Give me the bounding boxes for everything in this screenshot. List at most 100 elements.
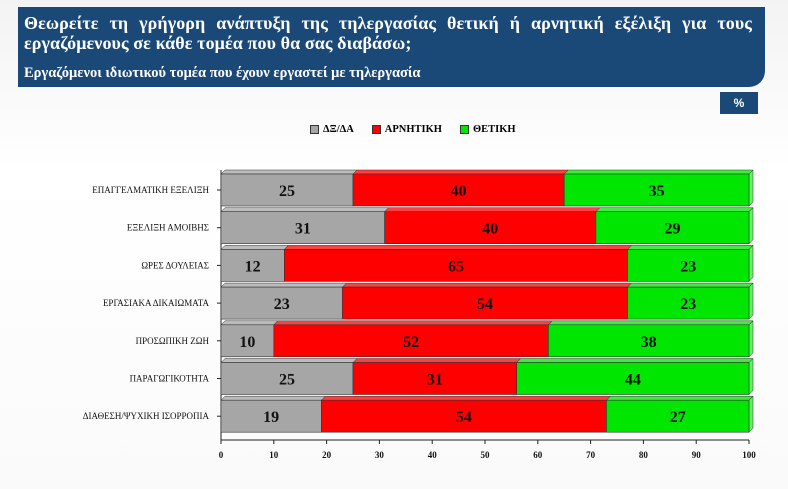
data-label: 25 [279, 183, 295, 200]
legend-item-0: ΔΞ/ΔΑ [310, 124, 354, 135]
bar-segment [516, 362, 750, 395]
bar-segment [384, 211, 597, 244]
legend-swatch [371, 124, 381, 134]
data-label: 31 [427, 372, 443, 389]
bar-top-face [220, 282, 348, 288]
bar-top-face [220, 320, 279, 326]
bar-segment [220, 286, 343, 320]
x-tick-label: 70 [586, 450, 596, 460]
category-label: ΩΡΕΣ ΔΟΥΛΕΙΑΣ [141, 260, 209, 270]
bar-segment [220, 324, 275, 358]
chart-legend: ΔΞ/ΔΑ ΑΡΝΗΤΙΚΗ ΘΕΤΙΚΗ [310, 122, 516, 136]
data-label: 23 [680, 258, 696, 275]
bar-side-face [748, 244, 754, 283]
data-label: 65 [448, 258, 464, 275]
bar-top-face [220, 395, 326, 401]
bar-segment [284, 249, 628, 282]
category-label: ΕΠΑΓΓΕΛΜΑΤΙΚΗ ΕΞΕΛΙΞΗ [92, 185, 209, 195]
unit-badge: % [720, 92, 758, 114]
data-label: 27 [670, 409, 686, 426]
legend-label: ΑΡΝΗΤΙΚΗ [384, 123, 442, 135]
bar-top-face [516, 358, 754, 363]
data-label: 38 [641, 334, 657, 351]
category-label: ΔΙΑΘΕΣΗ/ΨΥΧΙΚΗ ΙΣΟΡΡΟΠΙΑ [83, 411, 210, 421]
bar-segment [220, 362, 354, 395]
bar-segment [563, 173, 750, 207]
category-label: ΠΡΟΣΩΠΙΚΗ ΖΩΗ [136, 336, 210, 346]
data-label: 29 [664, 221, 680, 238]
bar-side-face [748, 282, 754, 320]
x-tick-label: 0 [219, 450, 224, 460]
bar-top-face [547, 320, 754, 326]
x-tick-label: 50 [481, 450, 491, 460]
legend-swatch [459, 124, 469, 134]
data-label: 25 [279, 372, 295, 389]
bar-top-face [626, 282, 754, 288]
bar-segment [220, 249, 285, 282]
x-tick-label: 80 [639, 450, 649, 460]
chart-title: Θεωρείτε τη γρήγορη ανάπτυξη της τηλεργα… [24, 13, 752, 53]
bar-segment [627, 286, 750, 320]
bar-segment [220, 399, 322, 433]
bar-side-face [748, 320, 754, 358]
chart-header: Θεωρείτε τη γρήγορη ανάπτυξη της τηλεργα… [18, 7, 765, 87]
chart-subtitle: Εργαζόμενοι ιδιωτικού τομέα που έχουν ερ… [24, 65, 421, 81]
bar-top-face [595, 207, 754, 212]
bar-side-face [748, 357, 754, 396]
legend-label: ΘΕΤΙΚΗ [472, 123, 516, 135]
data-label: 54 [477, 296, 493, 313]
bar-top-face [220, 169, 358, 175]
bar-top-face [220, 358, 358, 363]
category-label: ΠΑΡΑΓΩΓΙΚΟΤΗΤΑ [130, 374, 210, 384]
data-label: 10 [239, 334, 255, 351]
data-label: 23 [274, 296, 290, 313]
bar-segment [606, 399, 750, 433]
data-label: 54 [456, 409, 472, 426]
bar-side-face [748, 395, 754, 433]
category-label: ΕΞΕΛΙΞΗ ΑΜΟΙΒΗΣ [127, 223, 209, 233]
legend-swatch [310, 124, 319, 134]
bar-segment [342, 286, 628, 320]
data-label: 31 [295, 221, 311, 238]
bar-segment [548, 324, 750, 358]
x-tick-label: 30 [375, 450, 385, 460]
x-tick-label: 20 [322, 450, 332, 460]
bar-segment [627, 249, 750, 282]
data-label: 23 [680, 296, 696, 313]
bar-top-face [220, 245, 289, 250]
data-label: 19 [263, 409, 279, 426]
x-tick-label: 10 [269, 450, 279, 460]
data-label: 40 [451, 183, 467, 200]
data-label: 12 [245, 258, 261, 275]
bar-top-face [605, 395, 754, 401]
bar-segment [595, 211, 750, 244]
bar-segment [273, 324, 549, 358]
data-label: 52 [403, 334, 419, 351]
bar-side-face [748, 169, 754, 207]
bar-segment [220, 211, 385, 244]
x-tick-label: 40 [428, 450, 438, 460]
bar-top-face [563, 169, 754, 175]
x-tick-label: 100 [742, 450, 756, 460]
bar-top-face [283, 245, 633, 250]
category-label: ΕΡΓΑΣΙΑΚΑ ΔΙΚΑΙΩΜΑΤΑ [103, 298, 210, 308]
bar-top-face [341, 282, 633, 288]
x-tick-label: 60 [533, 450, 543, 460]
x-tick-label: 90 [692, 450, 702, 460]
data-label: 40 [482, 221, 498, 238]
bar-top-face [220, 207, 390, 212]
bar-segment [321, 399, 607, 433]
bar-side-face [748, 207, 754, 245]
bar-top-face [352, 358, 522, 363]
bar-top-face [384, 207, 601, 212]
legend-item-2: ΘΕΤΙΚΗ [459, 123, 516, 135]
legend-item-1: ΑΡΝΗΤΙΚΗ [371, 123, 442, 135]
bar-segment [352, 362, 517, 395]
bar-top-face [273, 320, 553, 326]
data-label: 44 [625, 372, 641, 389]
bar-top-face [626, 245, 754, 250]
legend-label: ΔΞ/ΔΑ [323, 123, 354, 135]
data-label: 35 [649, 183, 665, 200]
bar-top-face [352, 169, 569, 175]
